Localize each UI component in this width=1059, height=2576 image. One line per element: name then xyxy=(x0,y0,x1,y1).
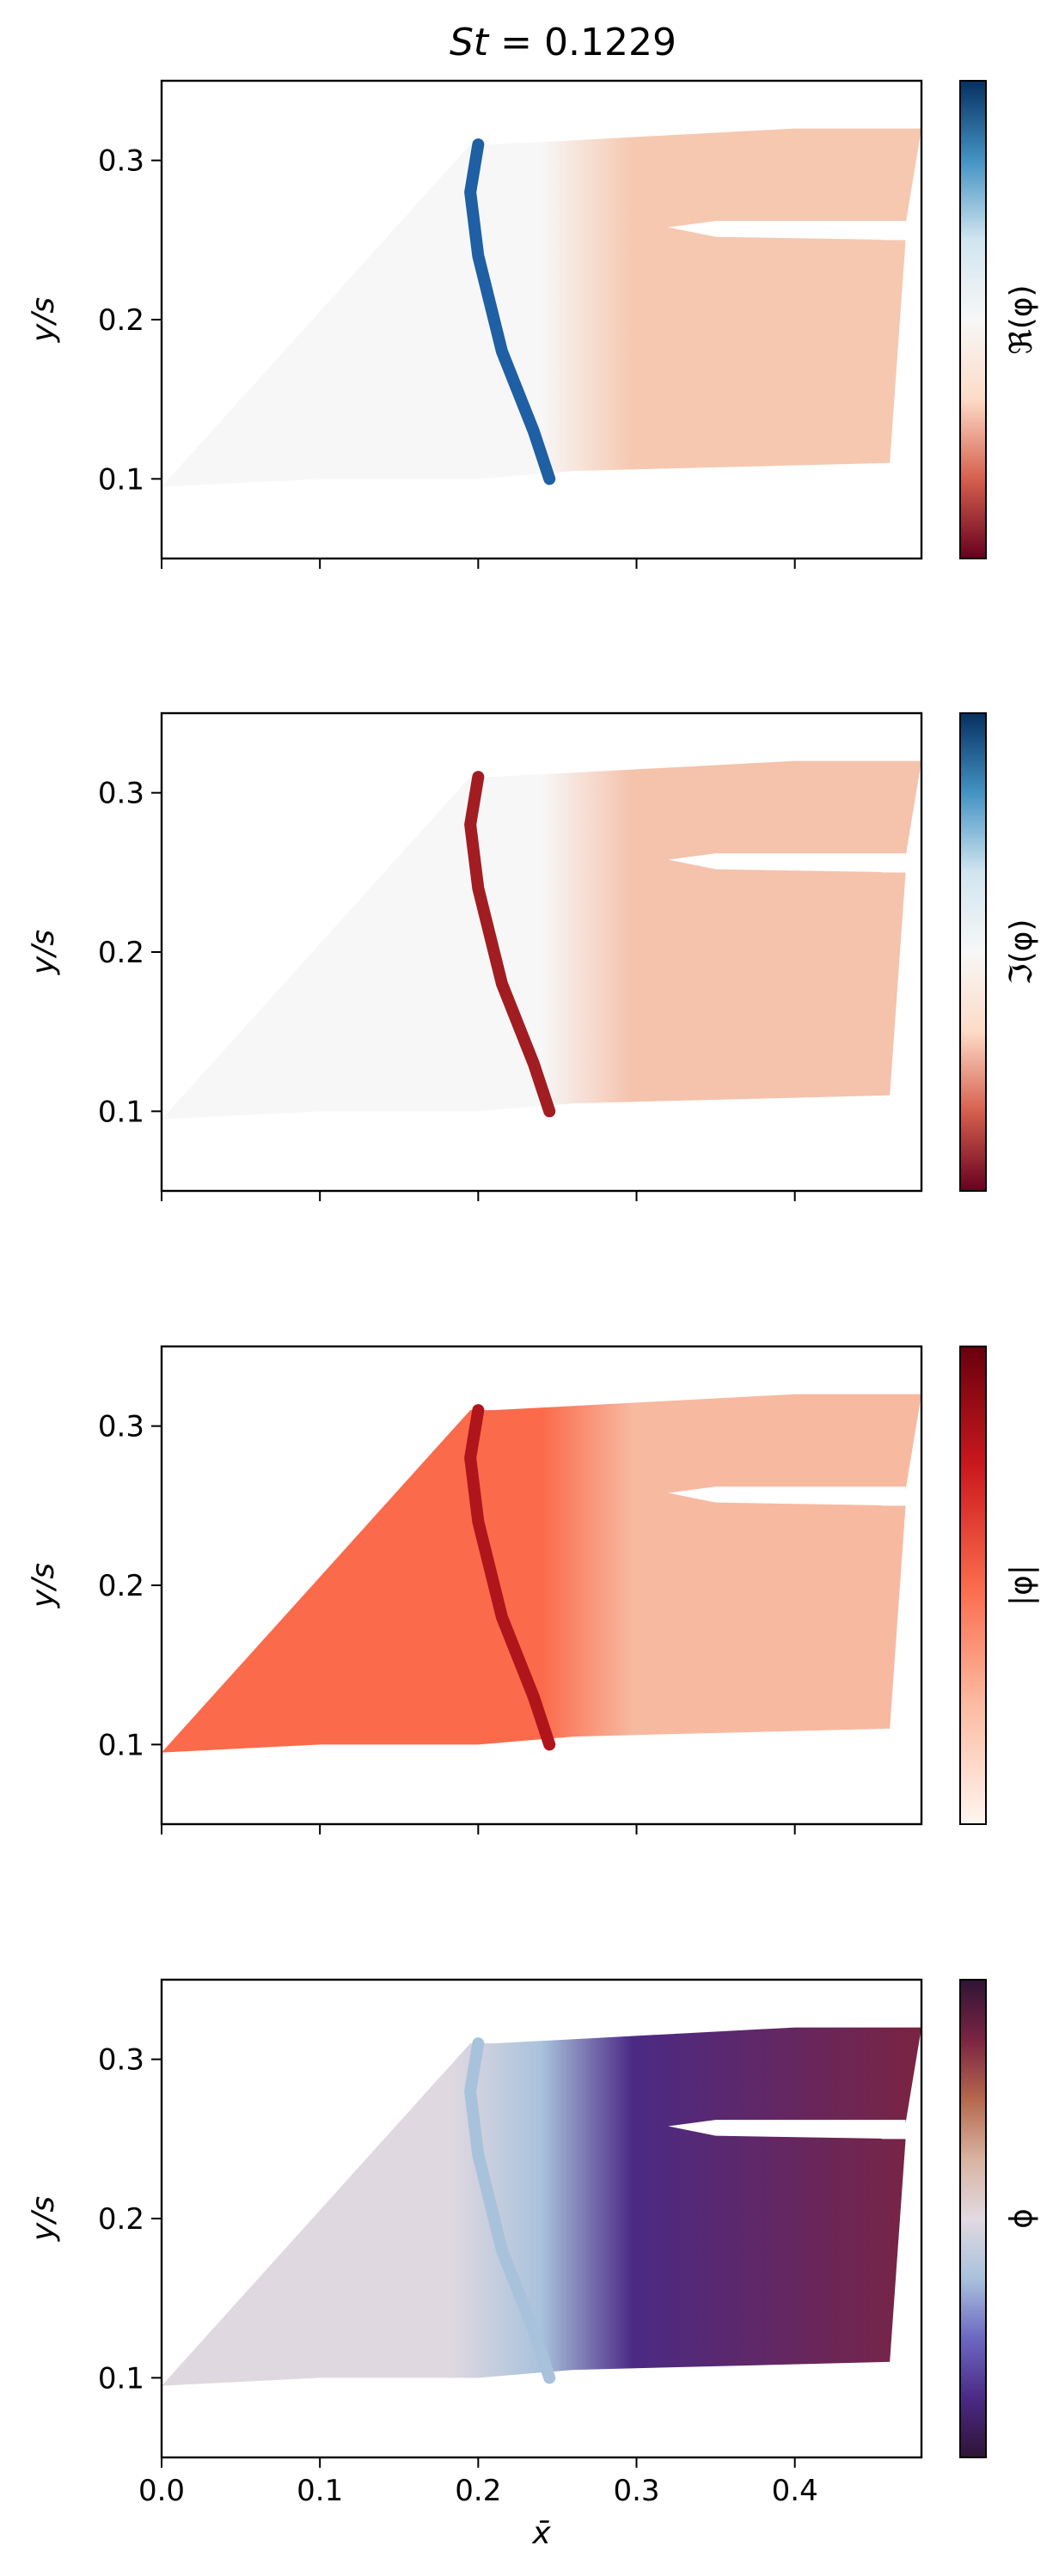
shock-line xyxy=(464,771,556,1118)
heatmap-field xyxy=(162,2027,921,2386)
heatmap-field xyxy=(162,760,921,1120)
flow-domain xyxy=(162,128,921,487)
y-tick-label: 0.3 xyxy=(98,144,144,179)
x-tick-label: 0.4 xyxy=(772,2474,818,2508)
y-tick-label: 0.1 xyxy=(98,2361,144,2396)
colorbar-label: |φ| xyxy=(1004,1565,1039,1606)
y-tick-label: 0.1 xyxy=(98,1728,144,1762)
y-tick-label: 0.2 xyxy=(98,2202,144,2237)
flow-domain xyxy=(162,760,921,1120)
shock-line xyxy=(464,138,556,485)
colorbar-label: ϕ xyxy=(1004,2208,1039,2229)
subplots: 0.10.20.3y/s ℜ(φ)0.10.20.3y/s ℑ(φ)0.10.20.… xyxy=(26,79,1039,2551)
flow-domain xyxy=(162,2027,921,2386)
blade xyxy=(668,1486,906,1506)
shock-line xyxy=(464,1404,556,1751)
subplot-4: 0.0 0.1 0.2 0.3 0.4 0.1 0.2 0.3 y/s x̄ ϕ xyxy=(26,1978,1039,2551)
heatmap-field xyxy=(162,128,921,487)
flow-domain xyxy=(162,1394,921,1753)
colorbar xyxy=(959,1979,987,2458)
y-tick-label: 0.3 xyxy=(98,777,144,811)
y-axis-label: y/s xyxy=(26,297,61,343)
blade xyxy=(668,2120,906,2140)
subplot-1: 0.1 0.2 0.3 y/s ℜ(φ) xyxy=(26,79,1039,569)
y-tick-label: 0.2 xyxy=(98,936,144,970)
y-tick-label: 0.2 xyxy=(98,1569,144,1603)
y-tick-label: 0.3 xyxy=(98,1410,144,1444)
colorbar xyxy=(959,80,987,559)
colorbar xyxy=(959,712,987,1192)
heatmap-field xyxy=(162,1394,921,1753)
x-tick-label: 0.2 xyxy=(455,2474,501,2508)
colorbar xyxy=(959,1346,987,1825)
blade xyxy=(668,853,906,873)
blade xyxy=(668,221,906,241)
figure-title: St = 0.1229 xyxy=(450,21,676,64)
y-tick-label: 0.1 xyxy=(98,462,144,497)
x-tick-label: 0.3 xyxy=(613,2474,659,2508)
colorbar-label: ℜ(φ) xyxy=(1004,284,1039,354)
y-tick-label: 0.1 xyxy=(98,1095,144,1129)
subplot-2: 0.1 0.2 0.3 y/s ℑ(φ) xyxy=(26,711,1039,1201)
colorbar-label: ℑ(φ) xyxy=(1004,919,1039,986)
y-tick-label: 0.3 xyxy=(98,2043,144,2078)
y-axis-label: y/s xyxy=(26,2196,61,2242)
y-tick-label: 0.2 xyxy=(98,303,144,338)
x-axis-label: x̄ xyxy=(531,2516,551,2551)
shock-line xyxy=(464,2037,556,2384)
y-axis-label: y/s xyxy=(26,930,61,975)
x-tick-label: 0.1 xyxy=(297,2474,343,2508)
subplot-3: 0.1 0.2 0.3 y/s |φ| xyxy=(26,1345,1039,1834)
y-axis-label: y/s xyxy=(26,1563,61,1608)
x-tick-label: 0.0 xyxy=(138,2474,185,2508)
